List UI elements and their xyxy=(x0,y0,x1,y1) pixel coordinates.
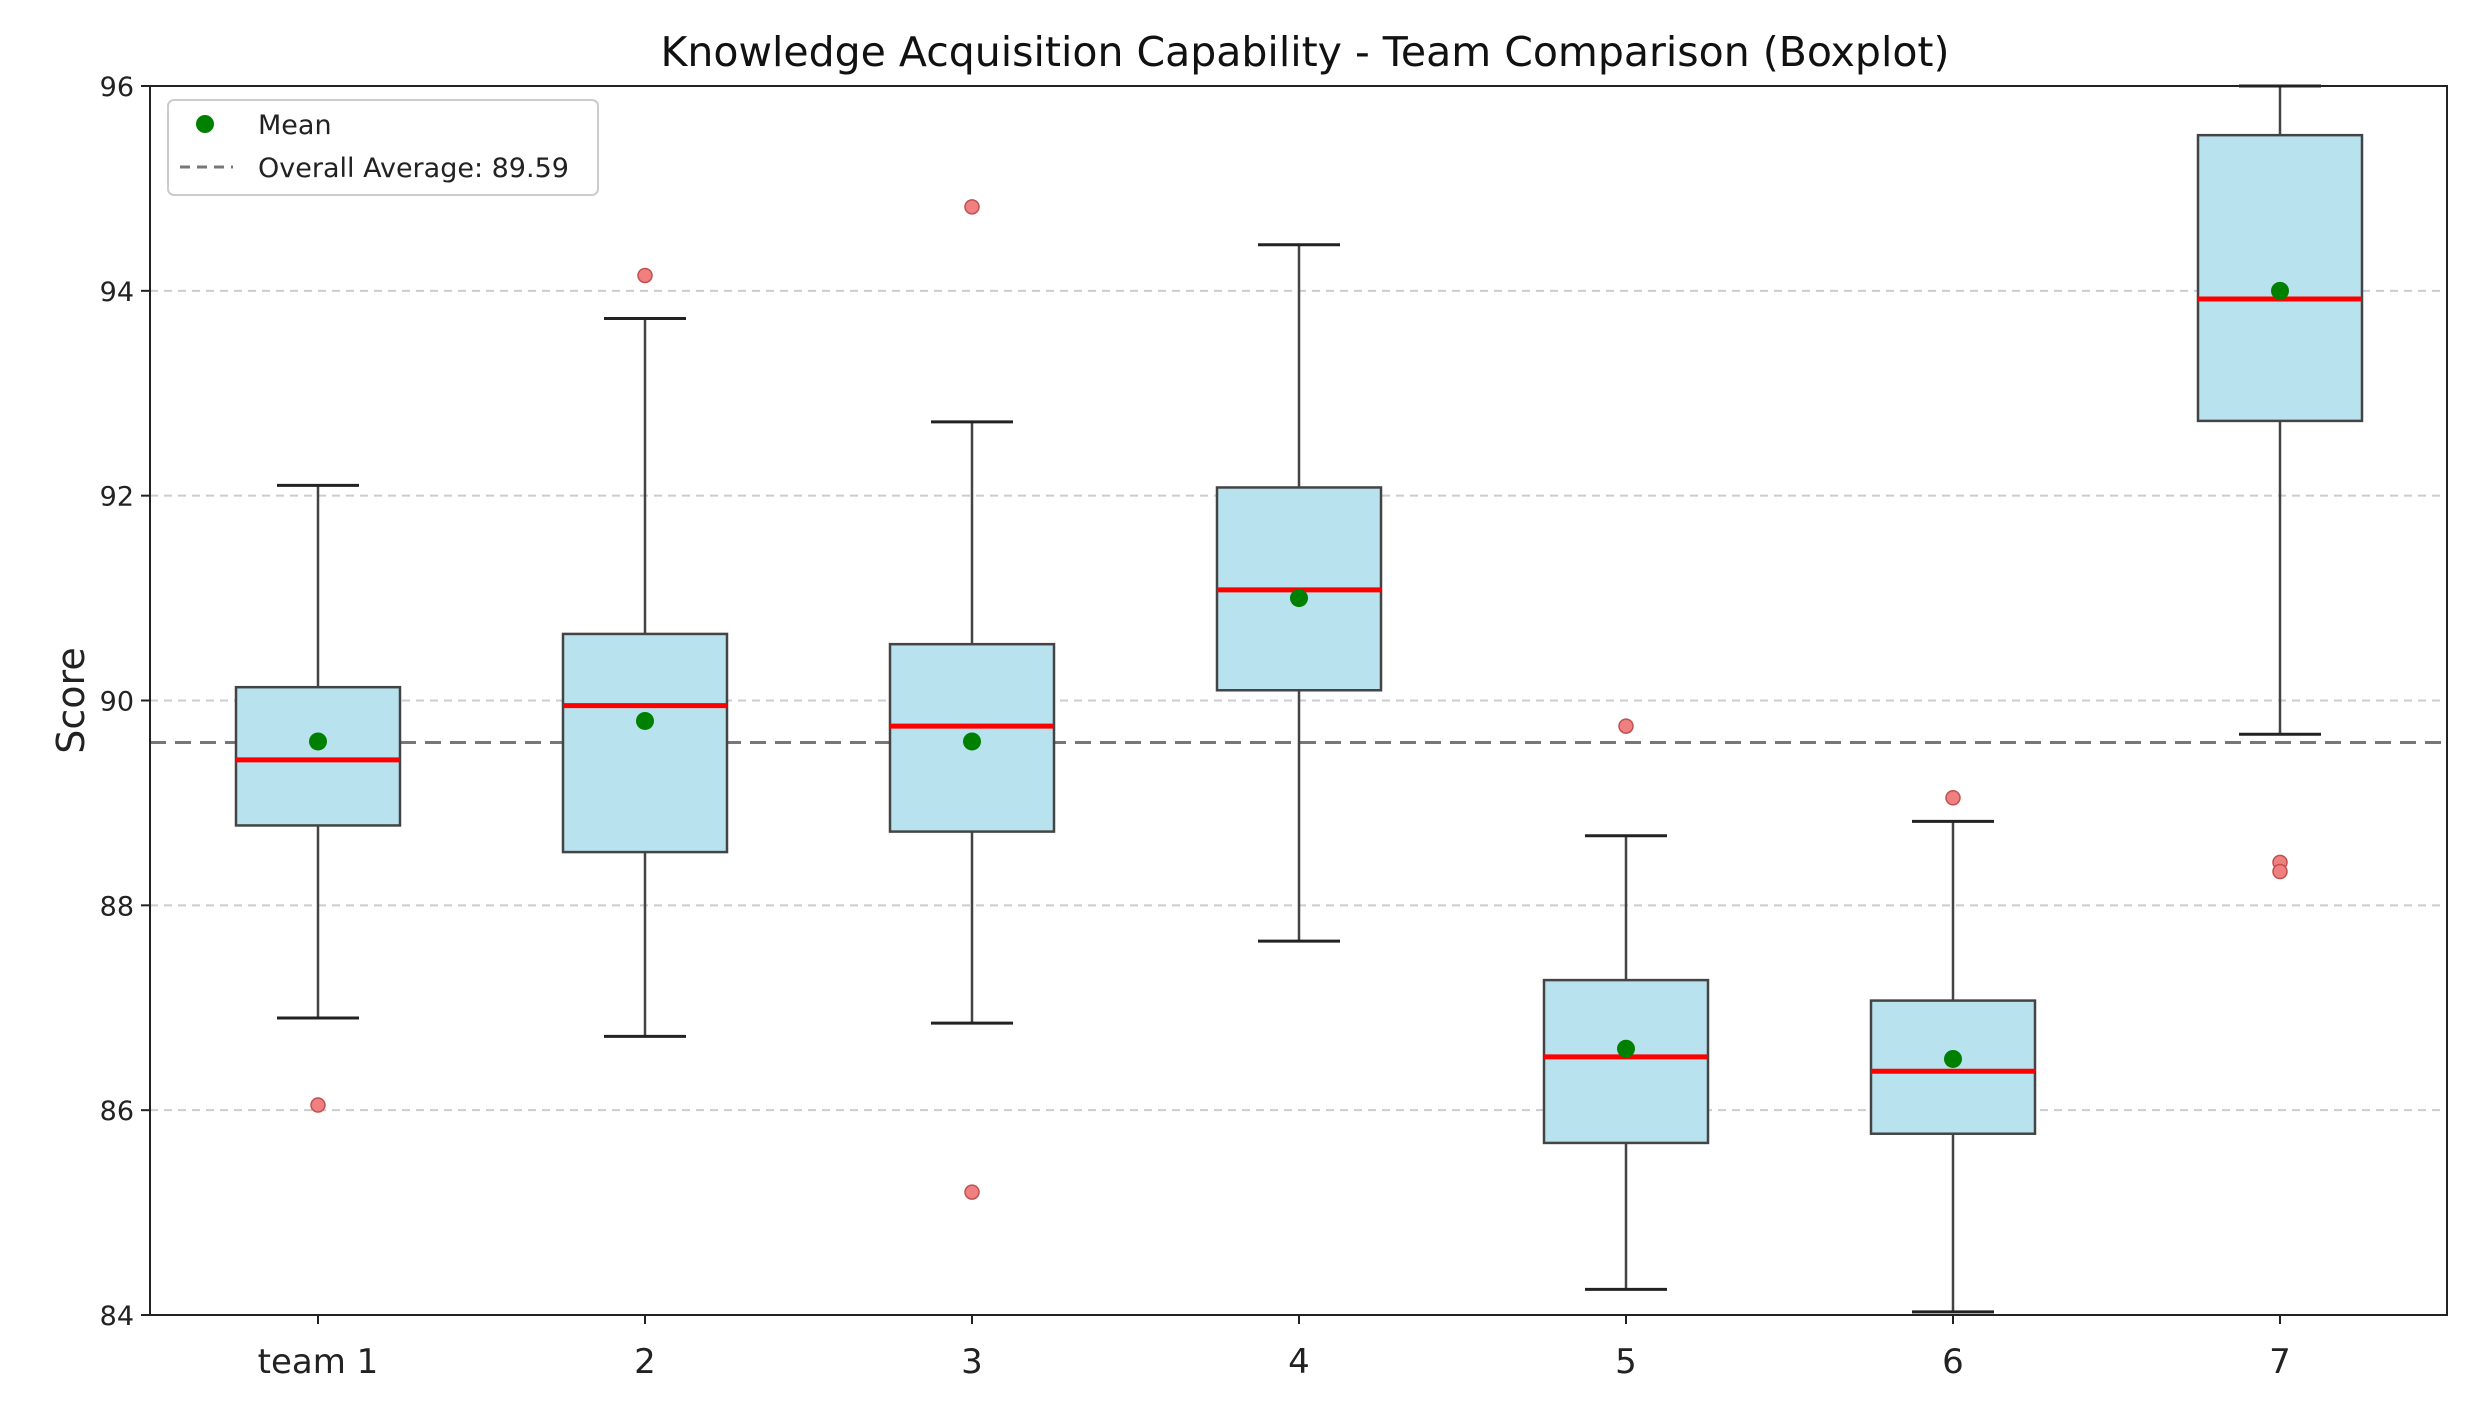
boxes-layer xyxy=(234,84,2364,1314)
outlier-point xyxy=(310,1097,326,1113)
iqr-box xyxy=(561,632,729,854)
outlier-point xyxy=(2272,863,2288,880)
outlier-point xyxy=(1945,790,1961,806)
box-team-5 xyxy=(1542,718,1710,1291)
x-tick-label-1: team 1 xyxy=(258,1342,379,1382)
legend-mean-marker xyxy=(196,115,214,133)
mean-marker xyxy=(1290,589,1308,608)
legend-mean-label: Mean xyxy=(258,110,332,141)
y-tick-label-88: 88 xyxy=(100,891,134,922)
x-tick-label-7: 7 xyxy=(2269,1342,2291,1382)
outlier-point xyxy=(964,199,980,215)
y-axis-label: Score xyxy=(49,647,93,753)
mean-marker xyxy=(963,732,981,751)
outlier-point xyxy=(964,1184,980,1200)
box-team-4 xyxy=(1215,243,1383,943)
y-tick-label-90: 90 xyxy=(100,687,134,718)
iqr-box xyxy=(234,685,402,827)
y-tick-label-96: 96 xyxy=(100,72,134,103)
legend-box xyxy=(167,99,599,196)
y-tick-label-92: 92 xyxy=(100,482,134,513)
box-team-6 xyxy=(1869,790,2037,1314)
y-tick-label-86: 86 xyxy=(100,1096,134,1127)
box-team-3 xyxy=(888,199,1056,1200)
legend-average-label: Overall Average: 89.59 xyxy=(258,153,569,184)
mean-marker xyxy=(309,732,327,751)
x-axis-ticks: team 1 2 3 4 5 6 7 xyxy=(258,1315,2291,1382)
mean-marker xyxy=(636,711,654,730)
y-tick-label-84: 84 xyxy=(100,1301,134,1332)
iqr-box xyxy=(1542,978,1710,1145)
iqr-box xyxy=(2196,133,2364,423)
chart-title: Knowledge Acquisition Capability - Team … xyxy=(661,28,1950,76)
mean-marker xyxy=(2271,281,2289,300)
outlier-point xyxy=(1618,718,1634,734)
x-tick-label-5: 5 xyxy=(1615,1342,1637,1382)
x-tick-label-4: 4 xyxy=(1288,1342,1310,1382)
x-tick-label-3: 3 xyxy=(961,1342,983,1382)
box-team-2 xyxy=(561,267,729,1038)
y-tick-label-94: 94 xyxy=(100,277,134,308)
legend: Mean Overall Average: 89.59 xyxy=(167,99,599,196)
outlier-point xyxy=(637,267,653,284)
y-axis-ticks: 84 86 88 90 92 94 96 xyxy=(100,72,150,1332)
box-team-7 xyxy=(2196,84,2364,880)
mean-marker xyxy=(1944,1049,1962,1068)
mean-marker xyxy=(1617,1039,1635,1058)
x-tick-label-6: 6 xyxy=(1942,1342,1964,1382)
box-team-1 xyxy=(234,483,402,1113)
x-tick-label-2: 2 xyxy=(634,1342,656,1382)
